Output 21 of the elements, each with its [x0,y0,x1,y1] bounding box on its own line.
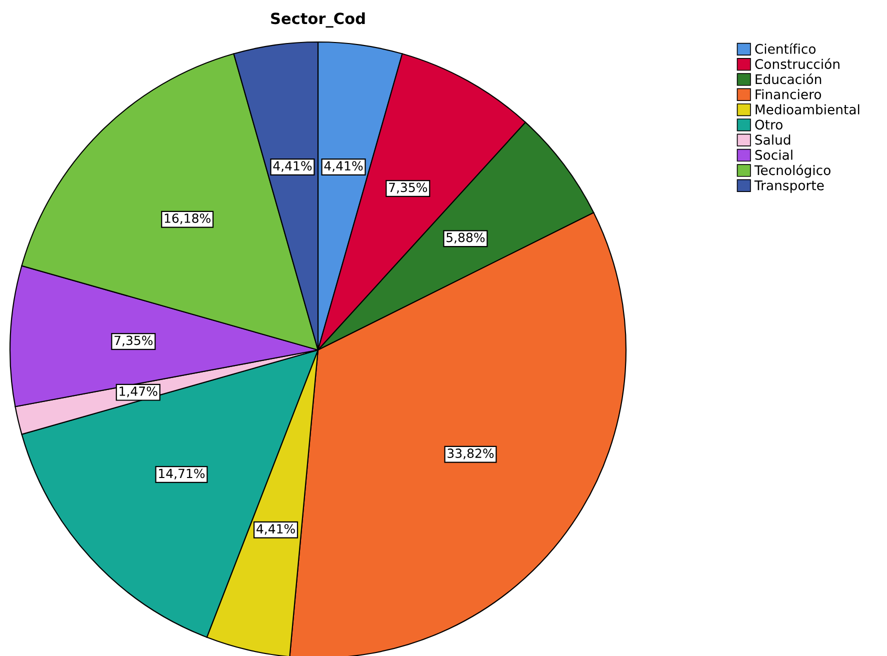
data-label: 7,35% [114,336,153,346]
legend-label: Tecnológico [754,164,830,178]
legend-label: Científico [755,43,816,54]
legend-label: Social [755,150,792,160]
data-label: 5,88% [446,232,485,244]
data-label: 1,47% [120,386,158,398]
data-label: 4,41% [324,161,363,172]
legend-label: Salud [755,134,790,145]
legend-label: Transporte [754,180,824,193]
data-label: 4,41% [273,161,312,172]
legend-label: Medioambiental [756,104,860,114]
data-label: 33,82% [448,448,494,460]
legend-label: Financiero [756,89,822,100]
data-label: 4,41% [256,524,295,535]
data-label: 7,35% [389,182,428,194]
data-label: 14,71% [159,468,205,480]
legend-label: Educación [756,73,822,84]
chart-title: Sector_Cod [271,12,365,28]
data-label: 16,18% [164,214,210,224]
legend-label: Otro [755,120,782,130]
legend-label: Construcción [755,58,840,70]
